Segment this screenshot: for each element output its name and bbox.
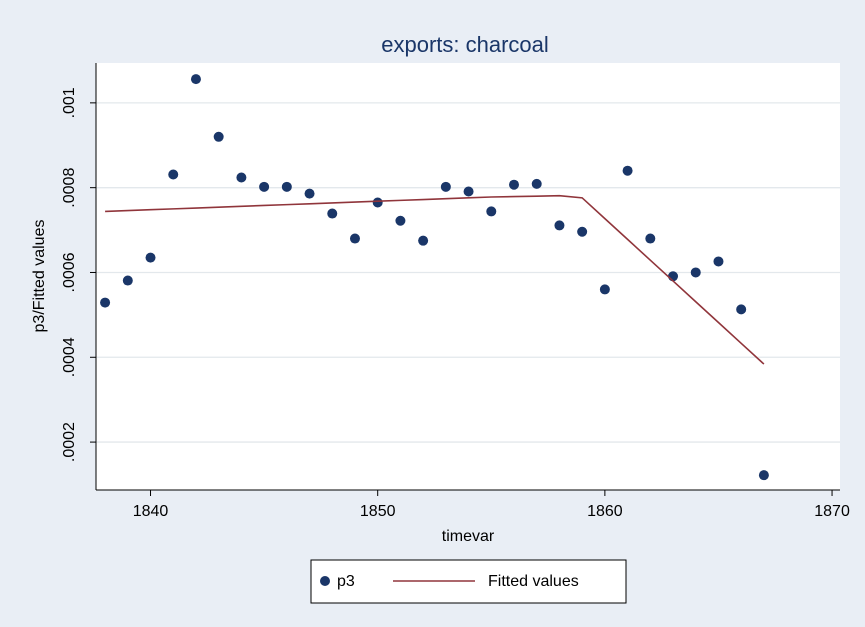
legend-label: p3 — [337, 573, 355, 590]
point — [236, 172, 247, 183]
chart-title: exports: charcoal — [381, 32, 549, 57]
point — [668, 271, 679, 282]
line — [105, 194, 765, 365]
y-tick-label: .001 — [61, 87, 78, 118]
point — [440, 181, 451, 192]
point — [758, 470, 769, 481]
point — [349, 233, 360, 244]
point — [531, 178, 542, 189]
point — [736, 304, 747, 315]
point — [463, 186, 474, 197]
point — [599, 284, 610, 295]
y-tick-label: .0004 — [61, 337, 78, 377]
x-axis-label: timevar — [442, 528, 495, 545]
y-axis-label: p3/Fitted values — [31, 220, 48, 333]
x-tick-label: 1870 — [814, 503, 850, 520]
point — [122, 275, 133, 286]
y-tick-label: .0002 — [61, 422, 78, 462]
point — [168, 169, 179, 180]
point — [100, 297, 111, 308]
point — [304, 188, 315, 199]
point — [418, 235, 429, 246]
point — [554, 220, 565, 231]
x-tick-label: 1860 — [587, 503, 623, 520]
legend-marker — [320, 576, 330, 586]
point — [145, 252, 156, 263]
point — [213, 131, 224, 142]
legend-label: Fitted values — [488, 573, 579, 590]
point — [327, 208, 338, 219]
point — [509, 179, 520, 190]
point — [577, 226, 588, 237]
y-tick-label: .0008 — [61, 168, 78, 208]
point — [713, 256, 724, 267]
point — [486, 206, 497, 217]
point — [395, 215, 406, 226]
point — [645, 233, 656, 244]
x-tick-label: 1850 — [360, 503, 396, 520]
plot-area — [96, 63, 840, 490]
point — [622, 165, 633, 176]
x-tick-label: 1840 — [133, 503, 169, 520]
point — [690, 267, 701, 278]
y-tick-label: .0006 — [61, 252, 78, 292]
point — [372, 197, 383, 208]
point — [281, 181, 292, 192]
point — [190, 74, 201, 85]
point — [259, 181, 270, 192]
